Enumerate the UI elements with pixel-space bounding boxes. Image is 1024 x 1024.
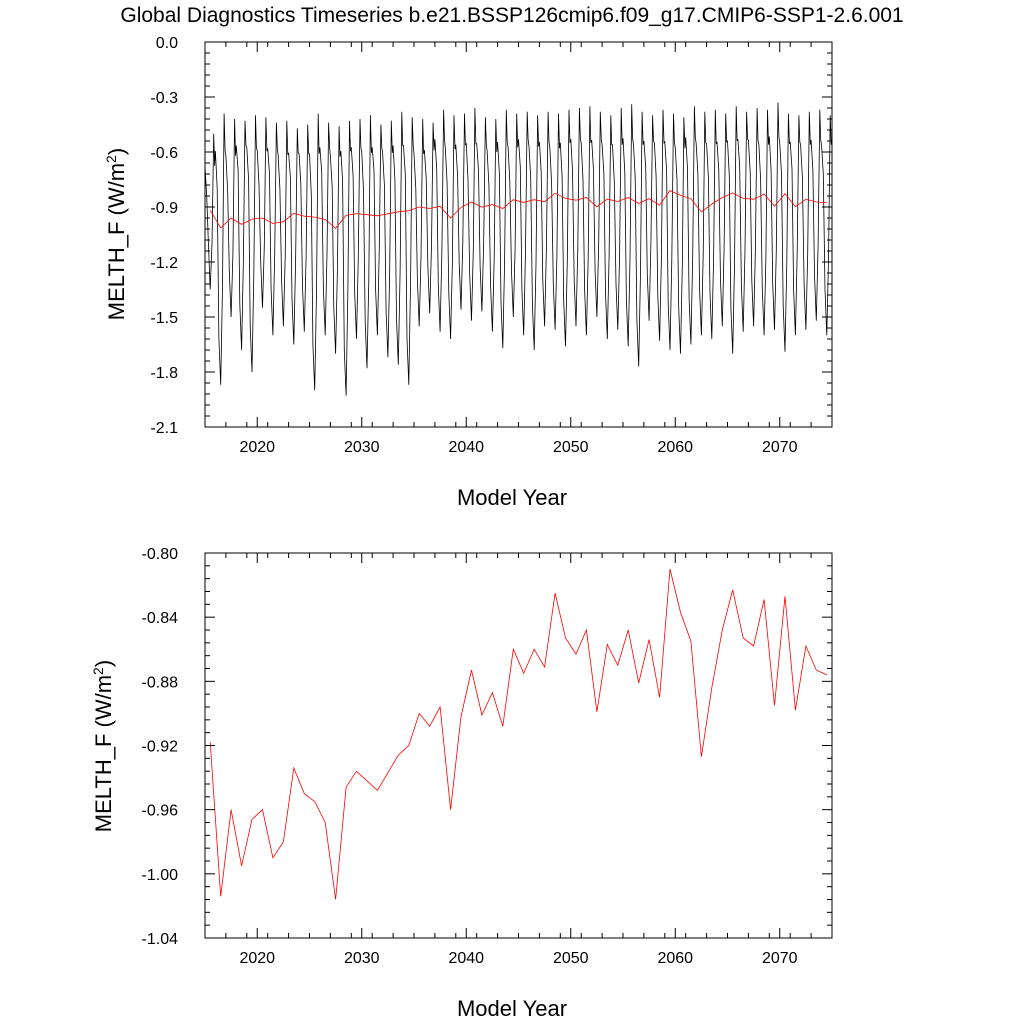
bottom-y-tick-label: -0.92	[142, 739, 179, 756]
top-y-tick-label: -0.9	[150, 200, 178, 217]
bottom-panel-marks	[209, 568, 827, 900]
bottom-x-axis-title: Model Year	[457, 996, 567, 1021]
bottom-y-axis-title: MELTH_F (W/m2)	[90, 660, 116, 832]
top-x-tick-label: 2040	[448, 439, 484, 456]
bottom-x-tick-label: 2030	[344, 950, 380, 967]
top-y-tick-label: -2.1	[150, 420, 178, 437]
bottom-y-tick-label: -1.00	[142, 867, 179, 884]
bottom-x-tick-label: 2070	[762, 950, 798, 967]
bottom-y-tick-label: -0.80	[142, 546, 179, 563]
top-y-tick-label: -0.3	[150, 90, 178, 107]
top-y-tick-label: -1.8	[150, 365, 178, 382]
bottom-y-axis-title-sup: 2	[90, 667, 106, 675]
bottom-panel-ticks: 2020 2030 2040 2050 2060 2070 -0.80 -0.84 -0.88 -…	[142, 546, 833, 967]
top-panel-marks	[204, 102, 832, 396]
bottom-x-tick-label: 2050	[553, 950, 589, 967]
page-title: Global Diagnostics Timeseries b.e21.BSSP…	[120, 4, 903, 27]
top-panel: 2020 2030 2040 2050 2060 2070 0.0 -0.3 -0.6 -0.9 -…	[103, 35, 833, 510]
bottom-x-tick-label: 2020	[239, 950, 275, 967]
top-x-tick-label: 2020	[239, 439, 275, 456]
top-x-tick-label: 2050	[553, 439, 589, 456]
bottom-y-tick-label: -0.84	[142, 610, 179, 627]
top-x-tick-label: 2060	[657, 439, 693, 456]
top-y-axis-title-main: MELTH_F (W/m	[104, 163, 129, 320]
top-plot-frame	[204, 41, 833, 428]
top-y-tick-label: 0.0	[156, 35, 178, 52]
bottom-y-tick-label: -1.04	[142, 931, 179, 948]
top-monthly-series-line	[204, 102, 832, 396]
bottom-y-axis-title-main: MELTH_F (W/m	[91, 675, 116, 832]
bottom-panel: 2020 2030 2040 2050 2060 2070 -0.80 -0.84 -0.88 -…	[90, 546, 833, 1021]
top-y-axis-title-sup: 2	[103, 155, 119, 163]
bottom-y-axis-title-close: )	[91, 660, 116, 667]
top-y-axis-title-close: )	[104, 148, 129, 155]
bottom-x-tick-label: 2060	[657, 950, 693, 967]
bottom-y-tick-label: -0.96	[142, 803, 179, 820]
top-x-tick-label: 2070	[762, 439, 798, 456]
top-y-tick-label: -1.2	[150, 255, 178, 272]
bottom-x-tick-label: 2040	[448, 950, 484, 967]
top-y-axis-title: MELTH_F (W/m2)	[103, 148, 129, 320]
bottom-annual-series-line	[209, 568, 827, 900]
bottom-y-tick-label: -0.88	[142, 674, 179, 691]
top-x-axis-title: Model Year	[457, 485, 567, 510]
top-panel-ticks: 2020 2030 2040 2050 2060 2070 0.0 -0.3 -0.6 -0.9 -…	[150, 35, 833, 456]
top-x-tick-label: 2030	[344, 439, 380, 456]
top-y-tick-label: -1.5	[150, 310, 178, 327]
bottom-plot-frame	[204, 552, 833, 939]
top-annual-series-line	[209, 189, 827, 229]
top-y-tick-label: -0.6	[150, 145, 178, 162]
